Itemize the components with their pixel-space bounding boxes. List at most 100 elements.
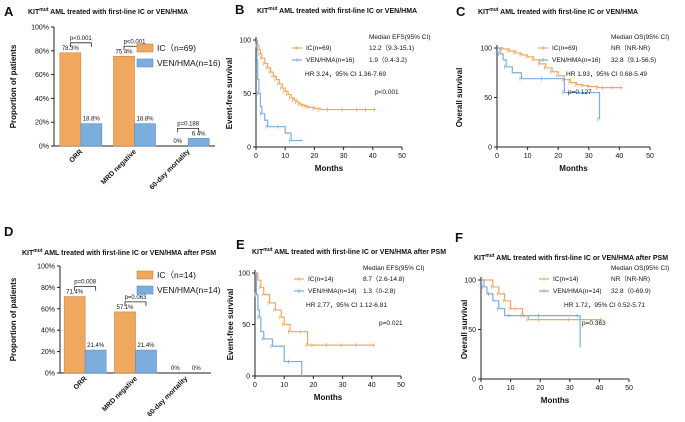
category-label: MRD negative xyxy=(101,375,139,413)
data-label: 0% xyxy=(173,139,182,145)
x-tick-label: 20 xyxy=(536,385,544,392)
x-tick-label: 0 xyxy=(479,385,483,392)
x-tick-label: 30 xyxy=(339,382,347,389)
x-axis-label: Months xyxy=(541,396,570,405)
data-label: 0% xyxy=(171,366,180,372)
p-value: p<0.001 xyxy=(70,36,93,42)
legend-swatch xyxy=(136,58,154,68)
x-tick-label: 0 xyxy=(253,382,257,389)
data-label: 6.4% xyxy=(192,131,206,137)
y-tick-label: 60% xyxy=(41,306,55,313)
bar-ven xyxy=(187,138,210,147)
panel-D: D KITmut AML treated with first-line IC o… xyxy=(4,224,221,418)
panel-letter: A xyxy=(4,4,14,19)
legend-header: Median OS(95% CI) xyxy=(611,34,669,41)
significance-bracket xyxy=(74,286,97,291)
p-value: p=0.188 xyxy=(177,121,200,127)
category-label: MRD negative xyxy=(100,148,138,186)
y-axis-label: Overall survival xyxy=(455,68,464,128)
y-axis-label: Overall survival xyxy=(460,300,469,360)
x-tick-label: 30 xyxy=(566,385,574,392)
y-tick-label: 100 xyxy=(238,271,250,278)
bar-ven xyxy=(134,123,156,147)
y-tick-label: 50 xyxy=(484,95,492,102)
legend-label: VEN/HMA(n=14) xyxy=(553,288,602,295)
y-tick-label: 100% xyxy=(31,25,49,32)
y-tick-label: 100% xyxy=(37,264,55,271)
bar-ven xyxy=(80,123,103,147)
significance-bracket xyxy=(124,301,147,306)
bar-ic xyxy=(113,55,135,147)
y-tick-label: 50 xyxy=(242,322,250,329)
legend-label: IC(n=14) xyxy=(308,276,333,283)
km-curve-ic xyxy=(497,47,623,89)
panel-title: KITmut AML treated with first-line IC or… xyxy=(474,253,668,262)
data-label: 71.4% xyxy=(66,290,84,296)
panel-A: A KITmut AML treated with first-line IC o… xyxy=(4,4,221,191)
data-label: 21.4% xyxy=(137,343,155,349)
data-label: 0% xyxy=(192,366,201,372)
data-label: 57.1% xyxy=(116,305,134,311)
y-tick-label: 20% xyxy=(41,349,55,356)
category-label: 60-day mortality xyxy=(149,148,192,191)
y-tick-label: 80% xyxy=(35,48,49,55)
significance-bracket xyxy=(177,127,200,133)
p-value: p<0.001 xyxy=(375,89,399,96)
hazard-ratio: HR 3.24，95% CI 1.36-7.69 xyxy=(305,71,386,78)
y-tick-label: 50 xyxy=(243,91,251,98)
y-tick-label: 60% xyxy=(35,72,49,79)
x-tick-label: 40 xyxy=(596,385,604,392)
panel-title: KITmut AML treated with first-line IC or… xyxy=(478,7,638,16)
legend-swatch xyxy=(136,285,154,295)
panel-title: KITmut AML treated with first-line IC or… xyxy=(28,7,188,16)
panel-F: F KITmut AML treated with first-line IC o… xyxy=(455,230,669,405)
bar-ic xyxy=(59,52,82,147)
x-tick-label: 20 xyxy=(554,153,562,160)
x-tick-label: 50 xyxy=(398,153,406,160)
x-axis-label: Months xyxy=(314,393,343,402)
legend-label: VEN/HMA(n=16) xyxy=(552,57,601,64)
y-tick-label: 0 xyxy=(246,374,250,381)
panel-E: E KITmut AML treated with first-line IC o… xyxy=(226,237,446,402)
x-axis-label: Months xyxy=(315,164,344,173)
category-label: 60-day mortality xyxy=(146,375,189,418)
legend-label: VEN/HMA(n=14) xyxy=(308,288,357,295)
km-curve-ic xyxy=(255,272,375,346)
y-tick-label: 40% xyxy=(35,96,49,103)
p-value: p=0.021 xyxy=(379,320,403,327)
y-tick-label: 100 xyxy=(464,278,476,285)
y-tick-label: 40% xyxy=(41,328,55,335)
p-value: p=0.063 xyxy=(125,295,148,301)
bar-ic xyxy=(114,311,136,374)
x-tick-label: 20 xyxy=(310,382,318,389)
y-tick-label: 0 xyxy=(472,377,476,384)
bar-ven xyxy=(84,349,107,374)
legend-stat: 8.7（2.6-14.8) xyxy=(363,275,405,283)
x-tick-label: 20 xyxy=(311,153,319,160)
legend-stat: 32.8（9.1-56.5) xyxy=(611,56,656,64)
panel-letter: E xyxy=(236,237,245,252)
y-tick-label: 20% xyxy=(35,120,49,127)
y-axis-label: Event-free survival xyxy=(225,58,234,130)
panel-title: KITmut AML treated with first-line IC or… xyxy=(257,6,417,15)
legend-label: IC(n=14) xyxy=(553,276,578,283)
data-label: 18.8% xyxy=(136,117,154,123)
panel-letter: B xyxy=(235,2,244,17)
hazard-ratio: HR 1.93，95% CI 0.68-5.49 xyxy=(566,71,647,78)
x-tick-label: 10 xyxy=(524,153,532,160)
data-label: 21.4% xyxy=(87,343,105,349)
y-tick-label: 0 xyxy=(488,145,492,152)
data-label: 75.4% xyxy=(115,49,133,55)
y-tick-label: 0% xyxy=(45,371,55,378)
panel-title: KITmut AML treated with first-line IC or… xyxy=(252,247,446,256)
legend-swatch xyxy=(136,43,154,53)
panel-title: KITmut AML treated with first-line IC or… xyxy=(22,248,216,257)
x-tick-label: 10 xyxy=(280,382,288,389)
hazard-ratio: HR 2.77，95% CI 1.12-6.81 xyxy=(306,302,387,309)
x-tick-label: 50 xyxy=(625,385,633,392)
y-axis-label: Proportion of patients xyxy=(9,44,18,128)
data-label: 18.8% xyxy=(83,117,101,123)
legend-header: Median EFS(95% CI) xyxy=(363,265,424,272)
x-tick-label: 40 xyxy=(369,153,377,160)
